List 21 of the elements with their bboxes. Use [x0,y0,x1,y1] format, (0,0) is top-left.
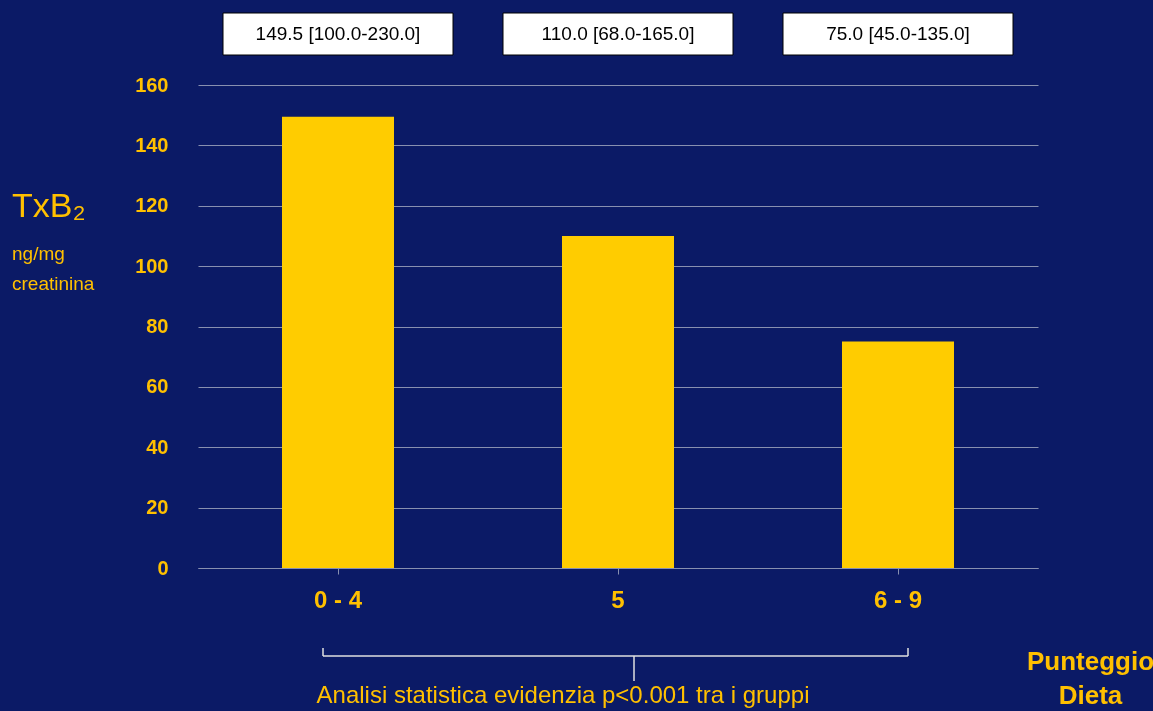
data-label: 149.5 [100.0-230.0] [255,23,421,44]
y-tick-label: 80 [146,315,169,337]
data-label: 75.0 [45.0-135.0] [826,23,970,44]
x-axis-title: Punteggio Dieta [1026,645,1153,710]
x-tick-label: 0 - 4 [313,585,363,613]
y-tick-label: 20 [146,496,169,519]
y-tick-label: 40 [146,435,169,458]
y-tick-label: 60 [146,375,169,398]
data-label: 110.0 [68.0-165.0] [541,23,695,44]
y-axis-title: TxB₂ ng/mg creatinina [12,186,95,294]
bar [282,116,394,568]
y-tick-label: 100 [135,254,169,277]
bar [842,341,954,568]
y-tick-label: 0 [157,556,169,579]
y-tick-label: 120 [135,194,169,217]
x-tick-label: 6 - 9 [873,585,923,613]
bar [562,235,674,568]
y-tick-label: 160 [135,73,169,96]
y-tick-label: 140 [135,133,169,156]
x-tick-label: 5 [611,585,625,613]
text: Analisi statistica evidenzia p<0.001 tra i gruppi [316,681,810,708]
